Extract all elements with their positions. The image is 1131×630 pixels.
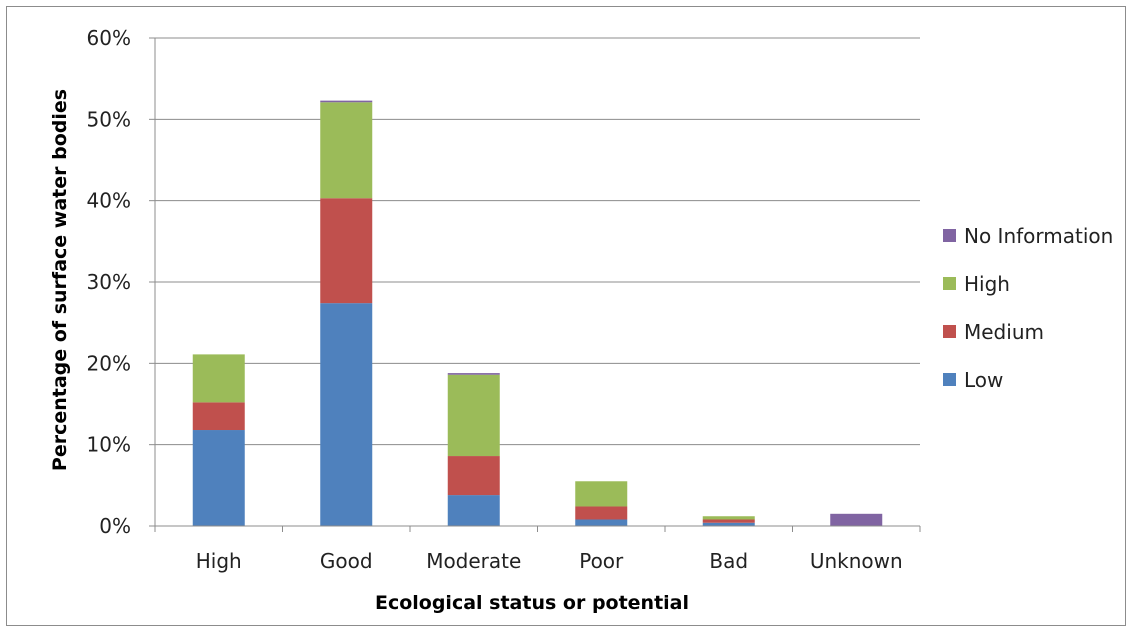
y-tick-label: 20% — [87, 351, 131, 375]
x-tick-label: Moderate — [426, 549, 521, 573]
legend-label: Low — [964, 368, 1003, 392]
x-axis-title: Ecological status or potential — [375, 592, 689, 614]
bar-segment-low — [702, 522, 755, 526]
legend-label: Medium — [964, 320, 1044, 344]
bar-segment-medium — [192, 402, 245, 431]
legend-swatch — [943, 229, 956, 242]
bar-segment-low — [192, 430, 245, 526]
bar-segment-no-information — [447, 373, 500, 375]
bar-segment-low — [575, 519, 628, 526]
legend-swatch — [943, 325, 956, 338]
bar-segment-high — [447, 374, 500, 457]
bar-segment-low — [320, 303, 373, 526]
bar-segment-high — [702, 516, 755, 520]
x-tick-label: Good — [320, 549, 373, 573]
legend-swatch — [943, 373, 956, 386]
bar-segment-low — [447, 495, 500, 526]
bar-segment-high — [192, 354, 245, 403]
y-tick-label: 50% — [87, 107, 131, 131]
chart-frame — [6, 6, 1126, 626]
x-tick-label: High — [196, 549, 242, 573]
gridlines — [149, 37, 920, 527]
y-tick-label: 40% — [87, 189, 131, 213]
bar-segment-medium — [702, 519, 755, 523]
y-tick-label: 10% — [87, 433, 131, 457]
legend-label: No Information — [964, 224, 1113, 248]
y-tick-labels: 0% 10% 20% 30% 40% 50% 60% — [87, 26, 131, 538]
axes — [154, 38, 921, 532]
legend: No Information High Medium Low — [943, 224, 1113, 392]
x-tick-label: Poor — [579, 549, 624, 573]
x-tick-label: Bad — [709, 549, 748, 573]
bar-segment-medium — [320, 198, 373, 304]
bar-segment-no-information — [830, 513, 883, 526]
y-axis-title: Percentage of surface water bodies — [49, 89, 71, 471]
legend-label: High — [964, 272, 1010, 296]
y-tick-label: 60% — [87, 26, 131, 50]
x-tick-labels: High Good Moderate Poor Bad Unknown — [196, 549, 903, 573]
bar-segment-high — [320, 102, 373, 199]
bar-segment-medium — [575, 506, 628, 520]
y-tick-label: 0% — [99, 514, 131, 538]
x-tick-label: Unknown — [810, 549, 903, 573]
bar-segment-no-information — [320, 100, 373, 103]
bars — [192, 100, 883, 526]
legend-swatch — [943, 277, 956, 290]
bar-segment-high — [575, 481, 628, 507]
bar-segment-medium — [447, 456, 500, 496]
y-tick-label: 30% — [87, 270, 131, 294]
